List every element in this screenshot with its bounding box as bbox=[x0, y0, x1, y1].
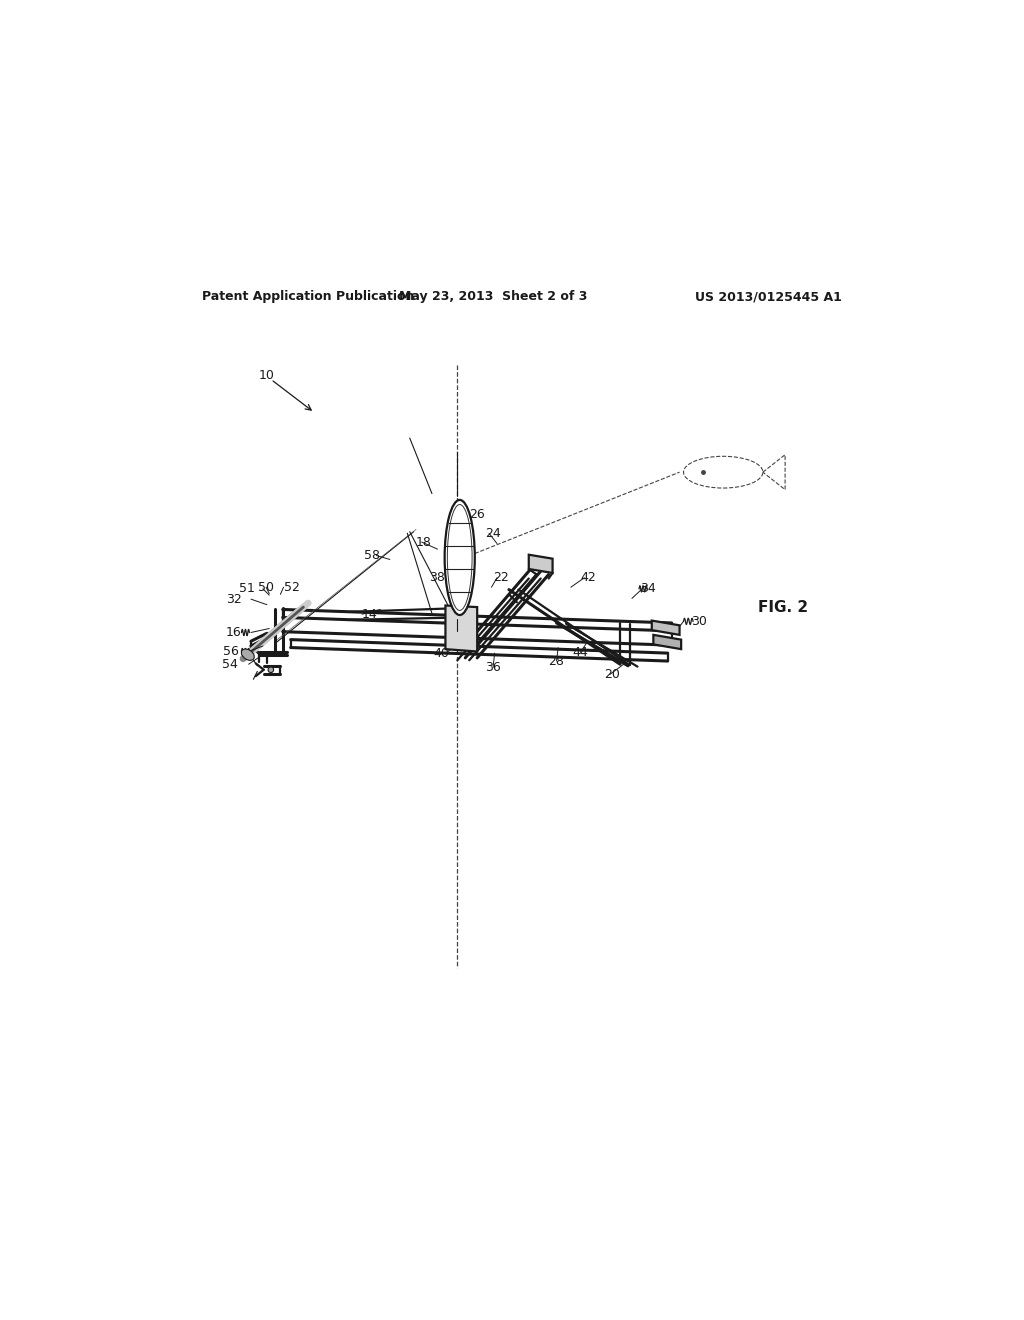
Text: May 23, 2013  Sheet 2 of 3: May 23, 2013 Sheet 2 of 3 bbox=[399, 290, 587, 304]
Text: 18: 18 bbox=[416, 536, 432, 549]
Text: 40: 40 bbox=[433, 647, 450, 660]
Polygon shape bbox=[445, 606, 477, 652]
Text: 36: 36 bbox=[485, 661, 501, 675]
Text: 44: 44 bbox=[572, 645, 588, 659]
Ellipse shape bbox=[242, 649, 254, 660]
Text: 34: 34 bbox=[640, 582, 655, 595]
Text: 20: 20 bbox=[604, 668, 621, 681]
Text: 32: 32 bbox=[225, 593, 242, 606]
Text: 24: 24 bbox=[485, 527, 501, 540]
Text: 38: 38 bbox=[429, 572, 445, 585]
Text: 16: 16 bbox=[225, 626, 242, 639]
Text: Patent Application Publication: Patent Application Publication bbox=[202, 290, 414, 304]
Ellipse shape bbox=[268, 667, 273, 673]
Ellipse shape bbox=[444, 500, 475, 615]
Text: 56: 56 bbox=[223, 645, 240, 659]
Text: 50: 50 bbox=[258, 581, 274, 594]
Text: 42: 42 bbox=[581, 572, 596, 585]
Text: US 2013/0125445 A1: US 2013/0125445 A1 bbox=[695, 290, 842, 304]
Text: FIG. 2: FIG. 2 bbox=[758, 599, 808, 615]
Text: 12: 12 bbox=[450, 550, 465, 564]
Polygon shape bbox=[652, 620, 680, 635]
Polygon shape bbox=[653, 635, 681, 649]
Text: 28: 28 bbox=[549, 655, 564, 668]
Text: 14: 14 bbox=[362, 607, 378, 620]
Text: 58: 58 bbox=[364, 549, 380, 562]
Text: 30: 30 bbox=[691, 615, 708, 628]
Text: 26: 26 bbox=[469, 508, 485, 520]
Text: 10: 10 bbox=[259, 368, 274, 381]
Polygon shape bbox=[528, 554, 553, 573]
Text: 54: 54 bbox=[221, 657, 238, 671]
Text: 22: 22 bbox=[494, 572, 509, 585]
Text: 52: 52 bbox=[284, 581, 299, 594]
Text: 51: 51 bbox=[239, 582, 255, 595]
